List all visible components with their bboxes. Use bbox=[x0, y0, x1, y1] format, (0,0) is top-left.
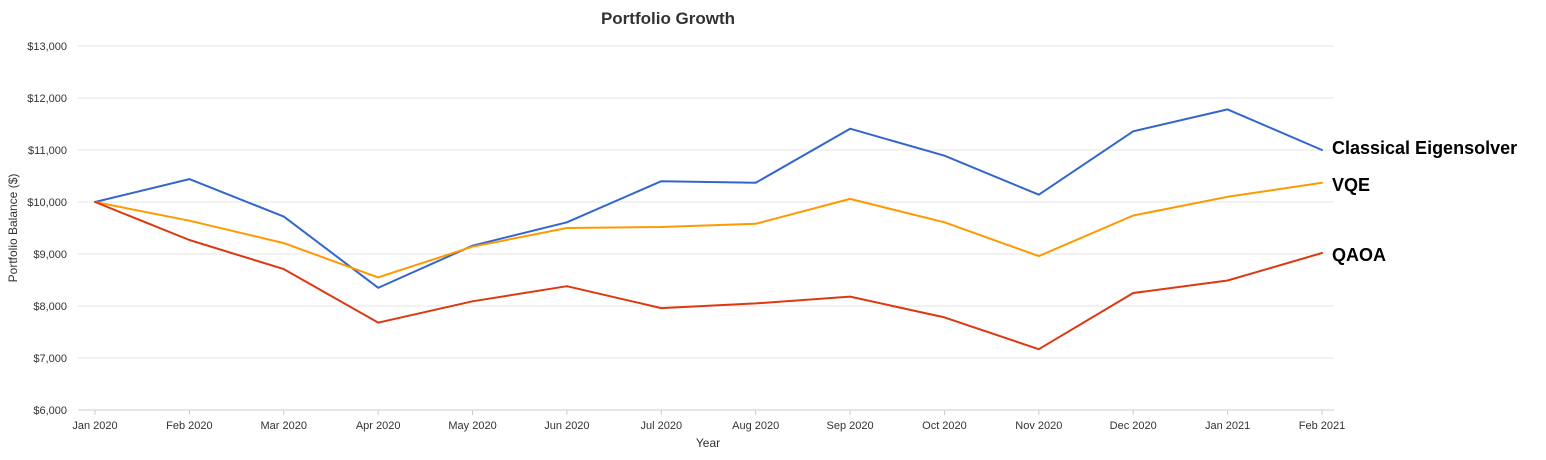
series-label-classical-eigensolver: Classical Eigensolver bbox=[1332, 138, 1517, 158]
x-tick-label: Jun 2020 bbox=[544, 420, 589, 432]
series-lines bbox=[94, 108, 1323, 351]
series-line-vqe bbox=[94, 181, 1323, 279]
series-line-classical-eigensolver bbox=[94, 108, 1323, 289]
series-labels: Classical Eigensolver VQE QAOA bbox=[1332, 138, 1517, 265]
x-tick-label: Dec 2020 bbox=[1110, 420, 1157, 432]
x-tick-label: Mar 2020 bbox=[261, 420, 307, 432]
x-tick-label: Sep 2020 bbox=[827, 420, 874, 432]
x-tick-label: Jan 2020 bbox=[72, 420, 117, 432]
series-label-vqe: VQE bbox=[1332, 175, 1370, 195]
y-tick-label: $11,000 bbox=[28, 145, 67, 157]
y-tick-label: $7,000 bbox=[33, 353, 67, 365]
gridlines bbox=[78, 45, 1334, 359]
series-label-qaoa: QAOA bbox=[1332, 245, 1386, 265]
x-tick-label: Oct 2020 bbox=[922, 420, 967, 432]
x-tick-label: May 2020 bbox=[448, 420, 496, 432]
y-tick-label: $6,000 bbox=[33, 405, 67, 417]
x-axis-title: Year bbox=[696, 436, 720, 450]
series-line-qaoa bbox=[94, 201, 1323, 351]
x-tick-label: Feb 2020 bbox=[166, 420, 212, 432]
y-tick-label: $10,000 bbox=[27, 197, 67, 209]
x-tick-label: Feb 2021 bbox=[1299, 420, 1345, 432]
x-tick-label: Jul 2020 bbox=[641, 420, 683, 432]
y-axis-title: Portfolio Balance ($) bbox=[6, 174, 20, 283]
y-tick-label: $8,000 bbox=[33, 301, 67, 313]
y-tick-label: $9,000 bbox=[33, 249, 67, 261]
chart-title: Portfolio Growth bbox=[601, 9, 735, 28]
x-tick-label: Jan 2021 bbox=[1205, 420, 1250, 432]
y-axis-ticks: $6,000 $7,000 $8,000 $9,000 $10,000 $11,000 $1… bbox=[27, 41, 67, 417]
x-tick-label: Apr 2020 bbox=[356, 420, 401, 432]
x-tick-label: Aug 2020 bbox=[732, 420, 779, 432]
y-tick-label: $12,000 bbox=[27, 93, 67, 105]
y-tick-label: $13,000 bbox=[27, 41, 67, 53]
x-tick-label: Nov 2020 bbox=[1015, 420, 1062, 432]
x-axis-ticks: Jan 2020 Feb 2020 Mar 2020 Apr 2020 May 2020… bbox=[72, 410, 1345, 432]
